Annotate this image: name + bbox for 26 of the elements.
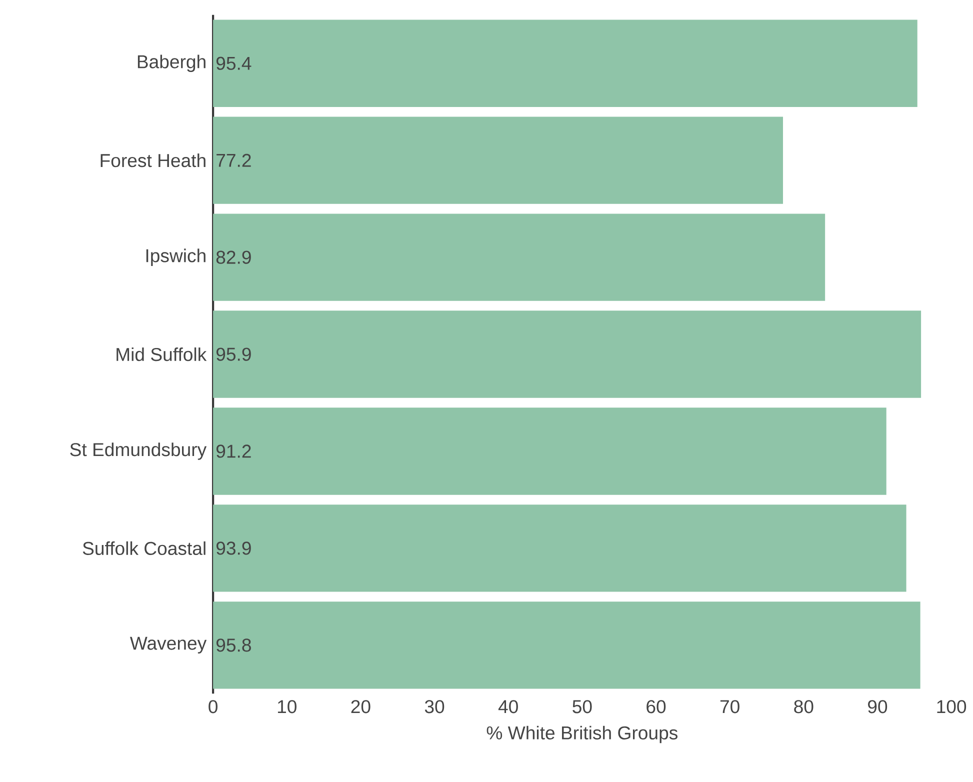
- data-label: 95.4: [216, 56, 252, 70]
- y-tick-label: Ipswich: [146, 248, 206, 266]
- data-label: 82.9: [216, 250, 251, 264]
- data-label: 95.8: [216, 638, 251, 652]
- x-tick-label: 60: [646, 700, 666, 714]
- y-tick-label: Waveney: [130, 636, 207, 654]
- data-label: 93.9: [216, 542, 251, 555]
- y-tick-label: Forest Heath: [100, 154, 206, 168]
- x-tick-label: 0: [208, 700, 218, 714]
- data-label: 95.9: [216, 348, 251, 361]
- y-tick-label: Suffolk Coastal: [82, 541, 206, 556]
- x-tick-label: 20: [351, 700, 370, 714]
- x-axis-title: % White British Groups: [486, 726, 678, 744]
- data-label: 77.2: [216, 154, 251, 167]
- x-tick-label: 10: [278, 700, 296, 714]
- x-tick-label: 50: [572, 700, 592, 714]
- x-tick-label: 90: [868, 700, 888, 714]
- x-tick-label: 40: [498, 700, 518, 714]
- x-tick-label: 70: [720, 700, 740, 714]
- y-tick-label: St Edmundsbury: [70, 442, 207, 460]
- x-tick-label: 100: [937, 700, 966, 714]
- y-tick-label: Mid Suffolk: [116, 348, 207, 362]
- x-tick-label: 30: [424, 700, 444, 714]
- x-tick-label: 80: [794, 700, 814, 714]
- y-tick-label: Babergh: [138, 54, 206, 72]
- data-label: 91.2: [216, 444, 251, 458]
